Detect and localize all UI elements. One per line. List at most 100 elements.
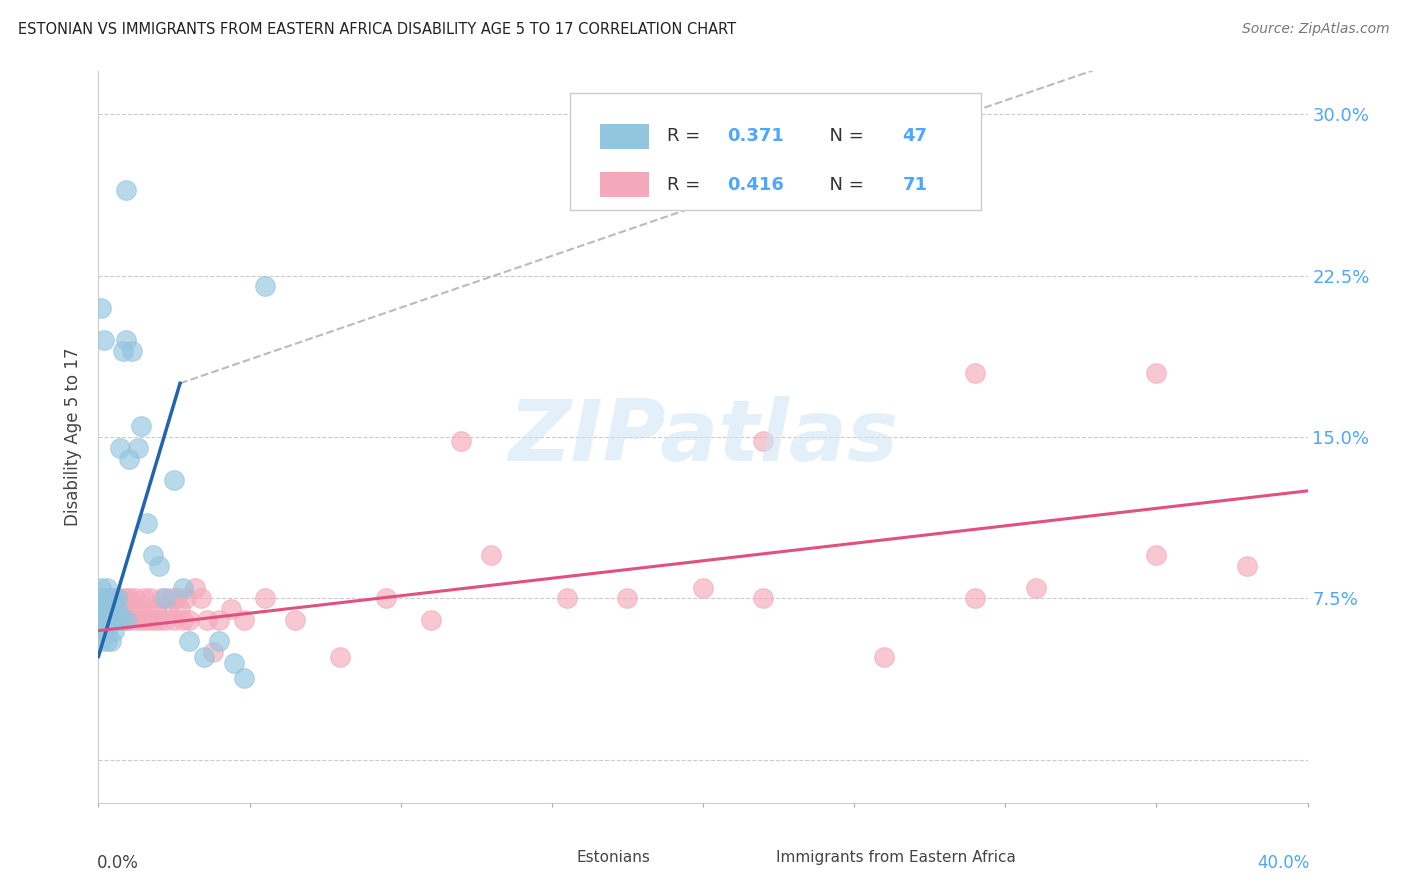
Point xyxy=(174,591,197,606)
Point xyxy=(253,279,276,293)
Point xyxy=(692,581,714,595)
Point xyxy=(232,671,254,685)
Point xyxy=(481,549,503,563)
Point xyxy=(93,602,115,616)
Point xyxy=(129,613,152,627)
Point xyxy=(172,581,194,595)
Text: Source: ZipAtlas.com: Source: ZipAtlas.com xyxy=(1241,22,1389,37)
Point xyxy=(374,591,396,606)
Point xyxy=(166,591,188,606)
Text: N =: N = xyxy=(818,128,869,145)
Point xyxy=(100,613,122,627)
Text: 71: 71 xyxy=(903,176,928,194)
Point xyxy=(93,613,115,627)
Point xyxy=(96,602,118,616)
Point xyxy=(114,333,136,347)
Point xyxy=(93,333,115,347)
Point xyxy=(90,602,112,616)
Point xyxy=(114,183,136,197)
Point xyxy=(114,613,136,627)
Point xyxy=(96,613,118,627)
Point xyxy=(93,591,115,606)
Point xyxy=(1236,559,1258,574)
Text: N =: N = xyxy=(818,176,869,194)
Point xyxy=(114,591,136,606)
Point xyxy=(195,613,218,627)
Point xyxy=(965,366,987,380)
Point xyxy=(96,634,118,648)
Point xyxy=(127,441,149,455)
Point xyxy=(253,591,276,606)
Point xyxy=(103,591,125,606)
Point xyxy=(121,602,143,616)
Point xyxy=(90,634,112,648)
Point xyxy=(132,591,155,606)
Point xyxy=(100,602,122,616)
Point xyxy=(108,613,131,627)
Text: 0.416: 0.416 xyxy=(727,176,785,194)
Text: 0.0%: 0.0% xyxy=(97,854,139,872)
Point xyxy=(1144,549,1167,563)
Point xyxy=(420,613,443,627)
Point xyxy=(90,301,112,315)
Point xyxy=(96,591,118,606)
Point xyxy=(96,624,118,638)
Point xyxy=(96,624,118,638)
Point xyxy=(118,451,141,466)
Point xyxy=(105,602,128,616)
Point xyxy=(103,602,125,616)
Point xyxy=(93,591,115,606)
Point xyxy=(184,581,207,595)
FancyBboxPatch shape xyxy=(600,124,648,149)
Point xyxy=(135,602,157,616)
Point xyxy=(118,613,141,627)
Point xyxy=(90,581,112,595)
Point xyxy=(121,344,143,359)
Point xyxy=(100,602,122,616)
Point xyxy=(111,613,134,627)
Point xyxy=(105,602,128,616)
FancyBboxPatch shape xyxy=(534,849,568,866)
Point xyxy=(160,591,183,606)
Point xyxy=(93,602,115,616)
Point xyxy=(90,591,112,606)
Point xyxy=(103,613,125,627)
Point xyxy=(108,613,131,627)
Point xyxy=(163,473,186,487)
Point xyxy=(103,602,125,616)
Point xyxy=(124,613,146,627)
Y-axis label: Disability Age 5 to 17: Disability Age 5 to 17 xyxy=(65,348,83,526)
Point xyxy=(93,624,115,638)
Point xyxy=(105,613,128,627)
Point xyxy=(208,634,231,648)
Point xyxy=(232,613,254,627)
Point xyxy=(103,624,125,638)
Point xyxy=(111,602,134,616)
Point xyxy=(555,591,578,606)
Point xyxy=(127,602,149,616)
Point xyxy=(129,419,152,434)
Point xyxy=(965,591,987,606)
Text: R =: R = xyxy=(666,128,706,145)
Point xyxy=(208,613,231,627)
Point xyxy=(135,516,157,530)
Point xyxy=(873,649,896,664)
Point xyxy=(135,613,157,627)
Point xyxy=(96,602,118,616)
Point xyxy=(148,559,170,574)
Point xyxy=(108,591,131,606)
Point xyxy=(100,591,122,606)
Point xyxy=(142,613,165,627)
FancyBboxPatch shape xyxy=(600,172,648,197)
Text: 0.371: 0.371 xyxy=(727,128,785,145)
Point xyxy=(145,602,167,616)
Point xyxy=(284,613,307,627)
FancyBboxPatch shape xyxy=(569,94,981,211)
Point xyxy=(153,591,176,606)
Point xyxy=(96,581,118,595)
Point xyxy=(90,602,112,616)
Point xyxy=(111,344,134,359)
Point xyxy=(100,613,122,627)
Point xyxy=(156,602,179,616)
Point xyxy=(100,591,122,606)
